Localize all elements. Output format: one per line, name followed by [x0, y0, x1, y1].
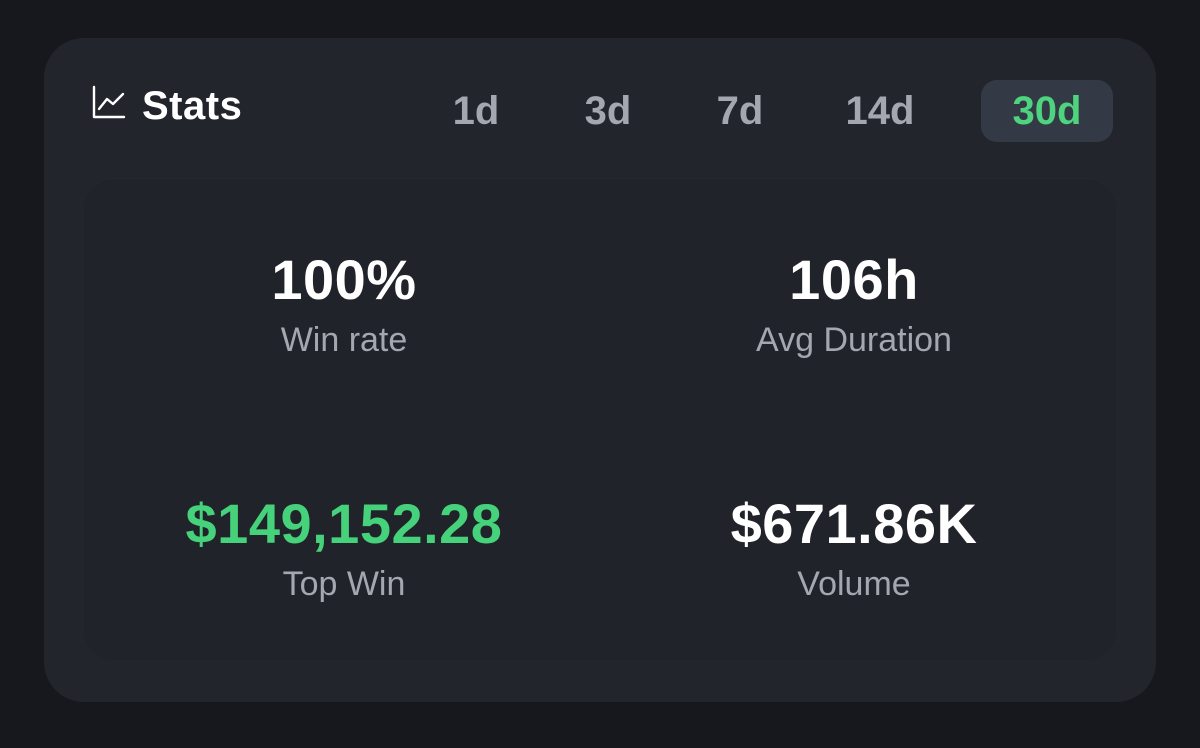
stats-header: Stats 1d 3d 7d 14d 30d [44, 38, 1156, 178]
avg-duration-stat: 106h Avg Duration [614, 248, 1094, 360]
time-range-tabs: 1d 3d 7d 14d 30d [414, 80, 1114, 142]
line-chart-icon [92, 85, 126, 119]
tab-14d[interactable]: 14d [845, 89, 915, 133]
stats-panel: 100% Win rate 106h Avg Duration $149,152… [84, 178, 1116, 660]
volume-stat: $671.86K Volume [614, 492, 1094, 604]
stats-card: Stats 1d 3d 7d 14d 30d 100% Win rate 106… [44, 38, 1156, 702]
avg-duration-value: 106h [789, 248, 919, 311]
win-rate-value: 100% [271, 248, 417, 311]
avg-duration-label: Avg Duration [756, 321, 952, 359]
volume-value: $671.86K [730, 492, 978, 555]
top-win-stat: $149,152.28 Top Win [104, 492, 584, 604]
tab-7d[interactable]: 7d [716, 89, 764, 133]
win-rate-stat: 100% Win rate [104, 248, 584, 360]
volume-label: Volume [797, 565, 911, 603]
tab-30d[interactable]: 30d [981, 80, 1113, 142]
top-win-label: Top Win [282, 565, 406, 603]
win-rate-label: Win rate [280, 321, 408, 359]
top-win-value: $149,152.28 [185, 492, 503, 555]
tab-1d[interactable]: 1d [452, 89, 500, 133]
tab-3d[interactable]: 3d [584, 89, 632, 133]
page-title: Stats [142, 84, 243, 128]
